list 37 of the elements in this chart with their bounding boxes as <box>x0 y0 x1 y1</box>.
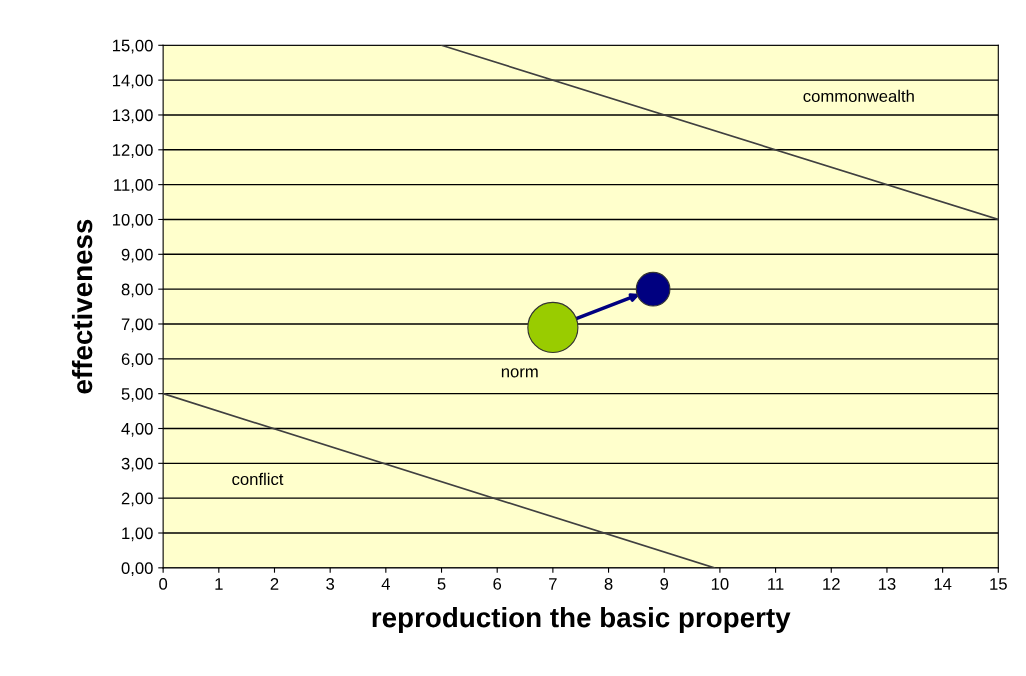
y-tick-label: 13,00 <box>112 109 153 124</box>
x-tick-label: 3 <box>326 578 335 590</box>
y-tick-label: 3,00 <box>121 457 153 472</box>
x-tick-label: 5 <box>437 578 446 590</box>
x-tick-label: 14 <box>934 578 952 590</box>
x-tick-label: 11 <box>768 578 784 590</box>
y-tick-label: 9,00 <box>121 248 153 263</box>
x-tick-label: 7 <box>549 578 557 590</box>
y-tick-label: 6,00 <box>121 353 153 367</box>
y-tick-label: 5,00 <box>121 388 153 402</box>
y-tick-label: 0,00 <box>121 562 153 577</box>
y-tick-label: 8,00 <box>121 283 153 298</box>
y-tick-label: 1,00 <box>122 527 153 542</box>
y-tick-label: 15,00 <box>112 39 153 54</box>
x-tick-label: 9 <box>660 578 669 590</box>
y-tick-label: 12,00 <box>112 144 153 158</box>
x-tick-label: 15 <box>990 578 1007 590</box>
y-tick-label: 10,00 <box>112 213 153 228</box>
x-tick-label: 10 <box>711 578 729 590</box>
annotation: norm <box>501 368 538 378</box>
annotation: commonwealth <box>803 89 914 103</box>
x-axis-title: reproduction the basic property <box>372 606 791 633</box>
annotation: conflict <box>232 472 284 486</box>
x-tick-label: 8 <box>604 578 613 590</box>
y-tick-label: 11,00 <box>114 179 153 193</box>
x-tick-label: 4 <box>381 578 390 590</box>
x-tick-label: 1 <box>215 578 223 590</box>
x-tick-label: 13 <box>878 578 896 590</box>
y-tick-label: 7,00 <box>121 318 153 333</box>
y-tick-label: 4,00 <box>121 422 153 437</box>
x-tick-label: 12 <box>823 578 840 590</box>
x-tick-label: 2 <box>270 578 279 590</box>
y-axis-title: effectiveness <box>71 219 93 394</box>
y-tick-label: 2,00 <box>121 492 153 507</box>
x-tick-label: 6 <box>493 578 502 590</box>
y-tick-label: 14,00 <box>112 74 153 89</box>
x-tick-label: 0 <box>159 578 168 590</box>
